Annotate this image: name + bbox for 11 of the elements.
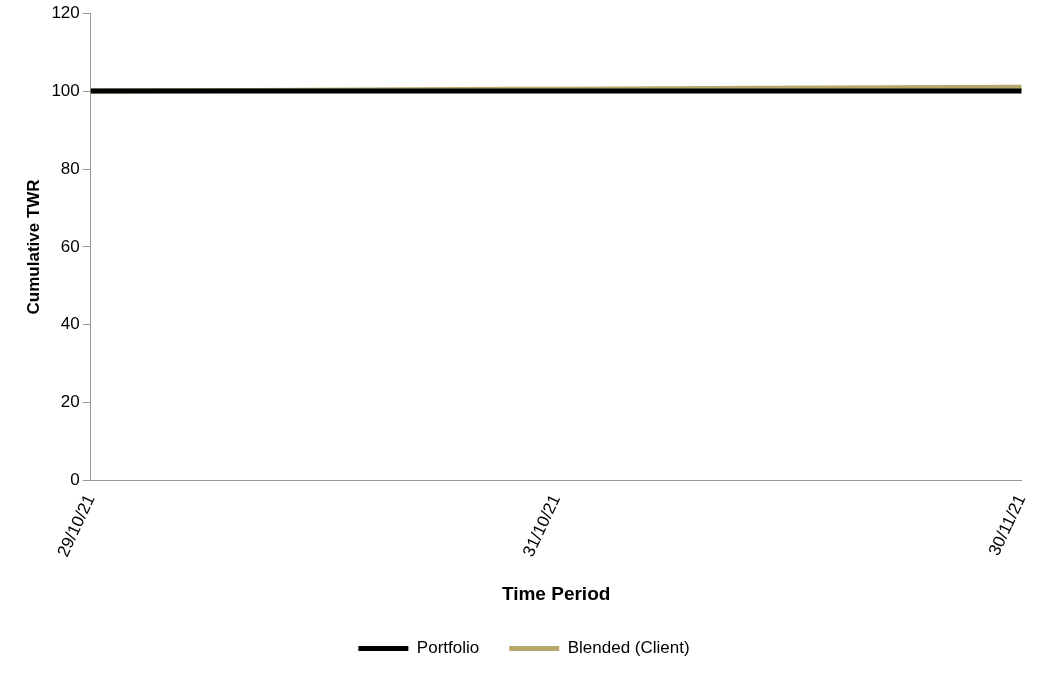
y-tick-label: 40 (60, 314, 80, 334)
y-tick-label: 20 (60, 392, 80, 412)
y-tick-label: 120 (51, 2, 80, 22)
y-tick-label: 100 (51, 80, 80, 100)
legend-label: Blended (Client) (567, 638, 690, 658)
legend-label: Portfolio (416, 638, 480, 658)
y-tick-label: 60 (60, 236, 80, 256)
y-tick-label: 0 (70, 470, 80, 490)
y-tick-label: 80 (60, 158, 80, 178)
x-axis-title: Time Period (501, 582, 611, 604)
y-axis-title: Cumulative TWR (23, 179, 43, 315)
